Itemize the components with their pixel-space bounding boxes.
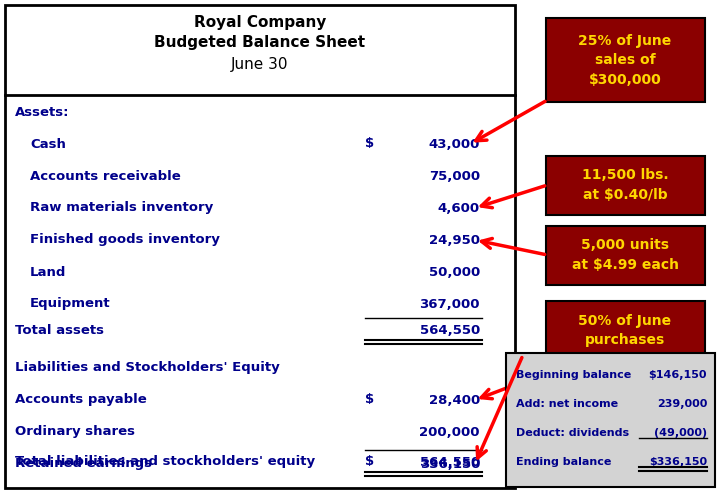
Text: $146,150: $146,150 (649, 370, 707, 380)
Text: Accounts receivable: Accounts receivable (30, 170, 180, 182)
Text: 4,600: 4,600 (438, 202, 480, 214)
FancyBboxPatch shape (546, 225, 705, 284)
Text: Accounts payable: Accounts payable (15, 393, 147, 407)
Text: 200,000: 200,000 (419, 425, 480, 438)
Text: Raw materials inventory: Raw materials inventory (30, 202, 214, 214)
Text: Beginning balance: Beginning balance (516, 370, 631, 380)
Text: Finished goods inventory: Finished goods inventory (30, 234, 220, 246)
Text: Cash: Cash (30, 138, 66, 150)
Text: 50,000: 50,000 (429, 266, 480, 279)
Text: Deduct: dividends: Deduct: dividends (516, 428, 629, 438)
Text: 5,000 units
at $4.99 each: 5,000 units at $4.99 each (572, 238, 679, 272)
Text: Royal Company: Royal Company (194, 14, 326, 30)
Text: 24,950: 24,950 (429, 234, 480, 246)
Text: Budgeted Balance Sheet: Budgeted Balance Sheet (155, 35, 365, 49)
Text: Assets:: Assets: (15, 106, 70, 118)
Text: 336,150: 336,150 (420, 458, 480, 470)
Text: Land: Land (30, 266, 66, 279)
Text: 239,000: 239,000 (656, 399, 707, 409)
Text: June 30: June 30 (232, 58, 289, 72)
Text: 50% of June
purchases
of $56,800: 50% of June purchases of $56,800 (579, 314, 672, 366)
FancyBboxPatch shape (506, 353, 715, 487)
Text: 564,550: 564,550 (420, 456, 480, 468)
Text: $: $ (365, 393, 374, 407)
Text: Total liabilities and stockholders' equity: Total liabilities and stockholders' equi… (15, 456, 315, 468)
Text: 43,000: 43,000 (429, 138, 480, 150)
Text: Equipment: Equipment (30, 297, 111, 311)
Bar (5, 5, 515, 488)
Text: $336,150: $336,150 (649, 457, 707, 467)
Text: 25% of June
sales of
$300,000: 25% of June sales of $300,000 (578, 34, 672, 86)
Text: $: $ (365, 138, 374, 150)
Text: (49,000): (49,000) (654, 428, 707, 438)
Text: 75,000: 75,000 (429, 170, 480, 182)
Text: 367,000: 367,000 (419, 297, 480, 311)
Text: Ending balance: Ending balance (516, 457, 611, 467)
Text: 28,400: 28,400 (429, 393, 480, 407)
Text: 564,550: 564,550 (420, 323, 480, 337)
FancyBboxPatch shape (546, 155, 705, 214)
Text: Total assets: Total assets (15, 323, 104, 337)
Text: Retained earnings: Retained earnings (15, 458, 152, 470)
Text: Liabilities and Stockholders' Equity: Liabilities and Stockholders' Equity (15, 361, 280, 375)
FancyBboxPatch shape (546, 301, 705, 380)
Text: $: $ (365, 456, 374, 468)
Text: Ordinary shares: Ordinary shares (15, 425, 135, 438)
Text: 11,500 lbs.
at $0.40/lb: 11,500 lbs. at $0.40/lb (582, 168, 669, 202)
Text: Add: net income: Add: net income (516, 399, 618, 409)
FancyBboxPatch shape (546, 18, 705, 102)
